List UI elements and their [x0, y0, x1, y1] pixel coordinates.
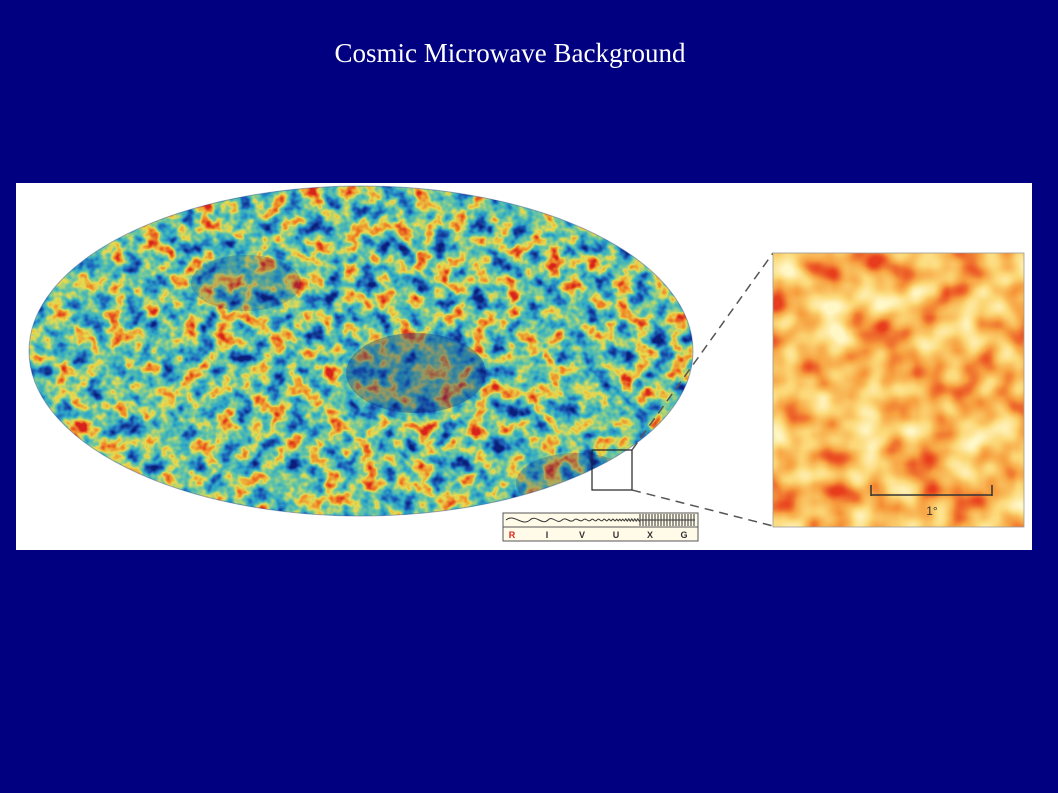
sky-map — [29, 186, 693, 516]
spectrum-band-i: I — [546, 530, 549, 540]
zoom-inset — [772, 252, 1025, 528]
slide-title: Cosmic Microwave Background — [334, 38, 686, 68]
spectrum-band-u: U — [613, 530, 620, 540]
zoom-region-box — [591, 449, 633, 491]
cmb-figure-svg: 1° R I V U X G — [28, 185, 1025, 542]
spectrum-band-x: X — [647, 530, 653, 540]
zoom-leader-line-bottom — [631, 489, 774, 527]
zoom-leader-line-top — [631, 252, 774, 451]
spectrum-band-v: V — [579, 530, 585, 540]
spectrum-wave-icon — [505, 517, 695, 523]
scale-bar-label: 1° — [926, 504, 938, 518]
spectrum-band-r: R — [509, 530, 516, 540]
spectrum-bar: R I V U X G — [502, 512, 699, 542]
scale-bar: 1° — [870, 485, 993, 518]
cmb-figure: 1° R I V U X G — [16, 183, 1032, 550]
spectrum-band-g: G — [680, 530, 687, 540]
